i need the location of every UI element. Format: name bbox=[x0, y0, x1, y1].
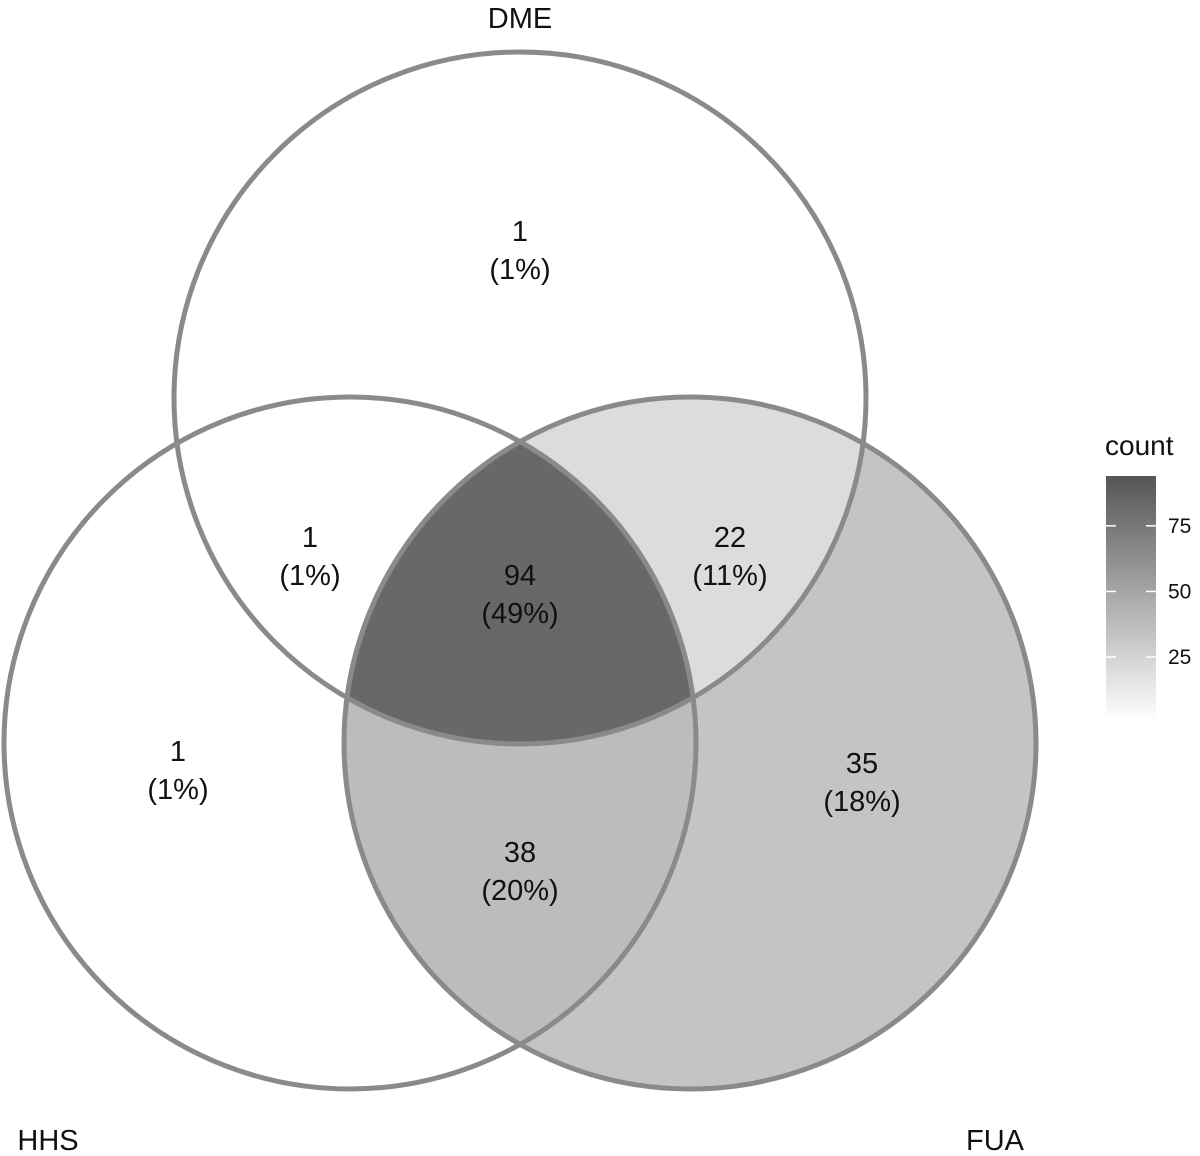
circle-outlines bbox=[1, 49, 1039, 1092]
hhs-only-count: 1 bbox=[170, 736, 186, 768]
legend-tick-label: 50 bbox=[1168, 580, 1191, 603]
hhs-only-percent: (1%) bbox=[147, 774, 208, 806]
hhs-circle bbox=[1, 394, 699, 1092]
legend-colorbar bbox=[1106, 476, 1156, 720]
dme-only-percent: (1%) bbox=[489, 254, 550, 286]
set-label-fua: FUA bbox=[966, 1125, 1025, 1156]
region-fills bbox=[344, 397, 1036, 1089]
hhs-fua-percent: (20%) bbox=[481, 875, 558, 907]
fua-only-percent: (18%) bbox=[823, 786, 900, 818]
dme-hhs-fua-percent: (49%) bbox=[481, 598, 558, 630]
hhs-fua-count: 38 bbox=[504, 837, 536, 869]
legend-tick-label: 25 bbox=[1168, 646, 1191, 669]
set-label-hhs: HHS bbox=[17, 1125, 78, 1156]
dme-only-count: 1 bbox=[512, 216, 528, 248]
dme-fua-percent: (11%) bbox=[692, 560, 767, 592]
legend-ticks: 25 50 75 bbox=[1106, 515, 1191, 669]
fua-circle bbox=[341, 394, 1039, 1092]
legend-title: count bbox=[1105, 430, 1174, 461]
legend-tick-label: 75 bbox=[1168, 515, 1191, 538]
dme-hhs-fua-count: 94 bbox=[504, 560, 536, 592]
fua-only-count: 35 bbox=[846, 748, 878, 780]
set-label-dme: DME bbox=[488, 3, 552, 35]
region-labels: 1 (1%) 1 (1%) 94 (49%) 22 (11%) 1 (1%) 3… bbox=[147, 216, 900, 907]
dme-hhs-count: 1 bbox=[302, 522, 318, 554]
dme-circle bbox=[171, 49, 869, 747]
dme-fua-count: 22 bbox=[714, 522, 746, 554]
dme-hhs-percent: (1%) bbox=[279, 560, 340, 592]
legend: count 25 50 75 bbox=[1105, 430, 1191, 720]
